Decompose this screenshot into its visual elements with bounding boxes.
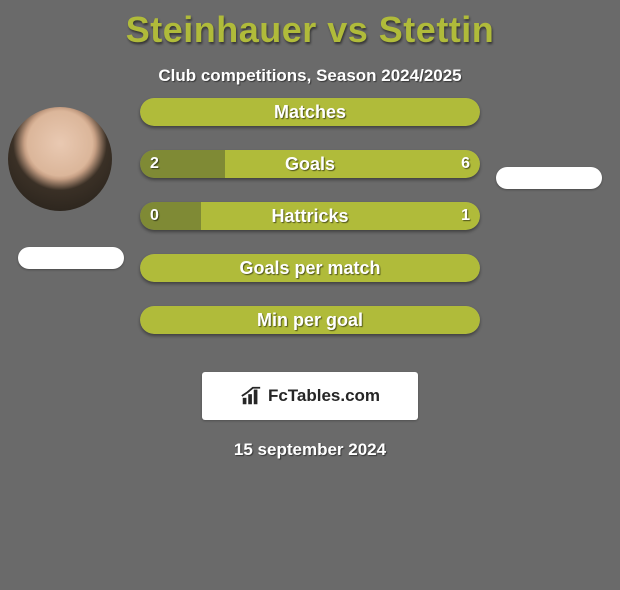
bar-row: Goals2 6 [140,150,480,178]
bar-value-right: 6 [461,150,470,178]
subtitle: Club competitions, Season 2024/2025 [0,66,620,86]
bar-value-left: 2 [150,150,159,178]
bar-label: Goals [140,150,480,178]
bar-row: Hattricks0 1 [140,202,480,230]
bar-label: Goals per match [140,254,480,282]
bar-value-right: 1 [461,202,470,230]
player-right-name-pill [496,167,602,189]
bar-chart-icon [240,385,262,407]
player-left-avatar [8,107,112,211]
page-title: Steinhauer vs Stettin [0,10,620,50]
bar-row: Goals per match [140,254,480,282]
comparison-bars: Matches Goals2 6 Hattricks0 1 Goals per match… [140,98,480,358]
bar-row: Matches [140,98,480,126]
bar-label: Hattricks [140,202,480,230]
date-text: 15 september 2024 [0,440,620,460]
bar-label: Min per goal [140,306,480,334]
bar-track: Goals per match [140,254,480,282]
bar-value-left: 0 [150,202,159,230]
bar-track: Goals2 6 [140,150,480,178]
bar-track: Min per goal [140,306,480,334]
bar-track: Matches [140,98,480,126]
branding-badge: FcTables.com [202,372,418,420]
bar-row: Min per goal [140,306,480,334]
bar-label: Matches [140,98,480,126]
bar-track: Hattricks0 1 [140,202,480,230]
player-left-name-pill [18,247,124,269]
branding-text: FcTables.com [268,386,380,406]
